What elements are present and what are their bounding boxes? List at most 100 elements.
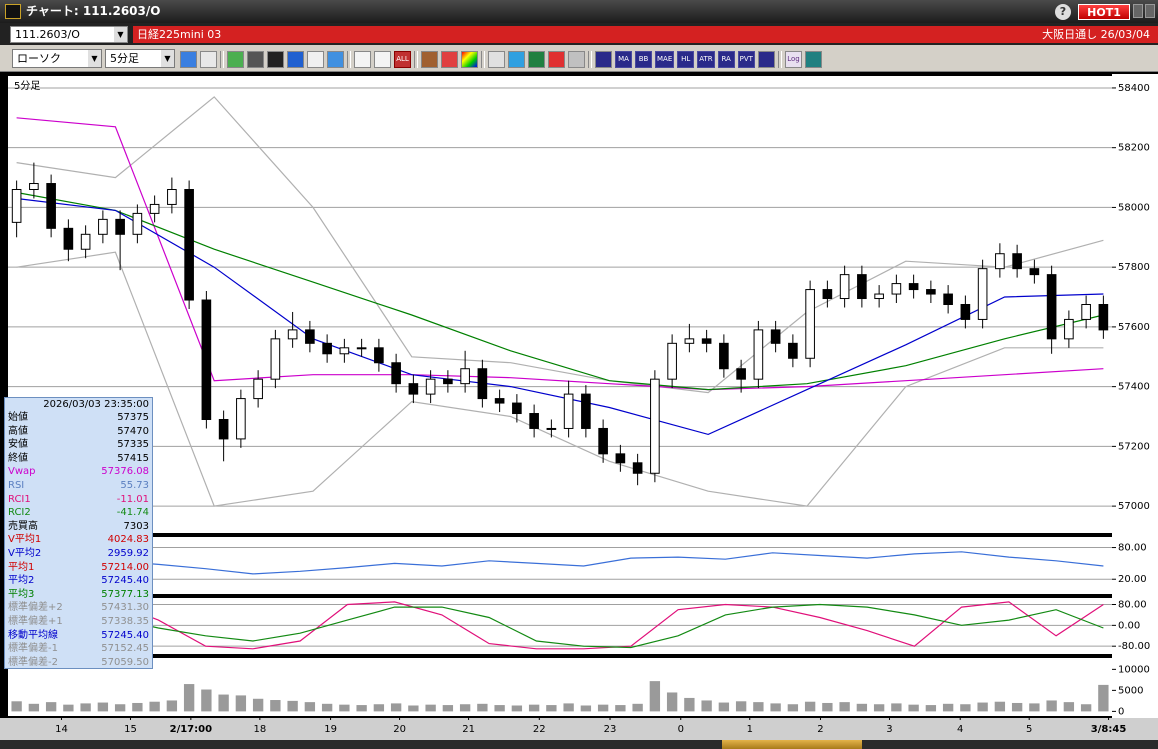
mark-icon[interactable] [548,50,565,68]
interval-select[interactable]: 5分足 [105,49,175,68]
panel-background [8,76,1112,533]
bar-icon[interactable] [354,50,371,68]
trash-icon[interactable] [327,50,344,68]
candle-body [926,289,936,295]
toolbar-button[interactable]: MAE [655,50,675,68]
toolbar-button[interactable]: ATR [697,50,715,68]
close-button[interactable] [1145,4,1155,18]
zoom-icon[interactable] [180,50,197,68]
candle-body [977,268,988,320]
info-row: V平均1 4024.83 [8,533,149,547]
volume-bar [1063,702,1075,712]
toolbar-button[interactable]: Log [784,50,802,68]
x-tick-label: 3 [886,724,892,735]
volume-bar [356,705,367,712]
candle-body [1046,274,1057,340]
scroll-thumb[interactable] [722,740,862,749]
settings-icon[interactable] [421,50,438,68]
color-icon[interactable] [461,50,478,68]
info-row: 移動平均線 57245.40 [8,629,149,643]
toolbar-button[interactable]: PVT [737,50,755,68]
separator [777,50,782,68]
volume-bar [1046,700,1057,712]
window-icon[interactable] [757,50,775,68]
instrument-name: 日経225mini 03 [133,26,1158,43]
y-tick-label: 57400 [1118,382,1150,393]
info-label: 標準偏差+1 [8,615,63,627]
info-label: RSI [8,479,25,491]
line-icon[interactable] [247,50,264,68]
download-icon[interactable] [488,50,505,68]
separator [588,50,592,68]
chart-type-arrow[interactable]: ▼ [88,50,101,67]
table-icon[interactable] [528,50,545,68]
volume-bar [494,705,505,712]
info-label: 平均2 [8,575,35,587]
toolbar-button[interactable]: MA [615,50,632,68]
volume-bar [166,700,178,712]
volume-bar [753,702,764,712]
y-tick-label: 57000 [1118,501,1150,512]
candle-body [857,274,867,300]
volume-bar [459,704,471,712]
minimize-button[interactable] [1133,4,1143,18]
volume-bar [925,705,937,712]
volume-bar [235,695,247,712]
volume-bar [80,703,91,712]
info-row: Vwap 57376.08 [8,465,149,479]
volume-bar [977,702,988,712]
crosshair-icon[interactable] [200,50,217,68]
candle-body [201,299,212,420]
toolbar-button[interactable]: ALL [394,50,411,68]
x-tick-label: 5 [1026,724,1032,735]
candle-body [788,342,798,359]
volume-bar [666,692,678,712]
exit-icon[interactable] [804,50,822,68]
candle-body [581,393,591,429]
cursor-icon[interactable] [267,50,284,68]
candle-body [615,453,626,464]
alert-icon[interactable] [568,50,585,68]
toolbar-button[interactable]: HL [677,50,695,68]
x-axis-band [0,718,1158,740]
candle-body [356,347,367,350]
y-tick-label: 0 [1118,706,1124,717]
y-tick-label: 10000 [1118,664,1150,675]
candle-body [1064,318,1074,340]
candle-body [960,304,971,320]
separator [481,50,485,68]
app-icon [5,4,21,19]
indicator-icon[interactable] [595,50,612,68]
search-icon[interactable] [508,50,525,68]
note-icon[interactable] [307,50,324,68]
indicator-line [16,603,1104,649]
toolbar-button[interactable]: RA [717,50,735,68]
symbol-input[interactable]: 111.2603/O [10,26,128,43]
candle-body [236,398,246,440]
candle-body [339,347,350,355]
bar-icon[interactable] [374,50,391,68]
candle-body [650,378,660,474]
symbol-dropdown[interactable]: ▼ [114,27,127,42]
info-row: 標準偏差-1 57152.45 [8,642,149,656]
hot-button[interactable]: HOT1 [1078,4,1130,20]
indicator-line [16,191,1104,391]
info-label: Vwap [8,466,36,478]
toolbar-button[interactable]: BB [635,50,652,68]
info-value: 57152.45 [101,643,149,655]
volume-bar [735,701,747,712]
info-row: 売買高 7303 [8,520,149,534]
chart-type-select[interactable]: ローソク [12,49,102,68]
info-value: 57377.13 [101,588,149,600]
volume-bar [839,702,850,712]
arrow-icon[interactable] [287,50,304,68]
scrollbar[interactable] [0,740,1158,749]
volume-bar [390,703,402,712]
interval-arrow[interactable]: ▼ [161,50,174,67]
candle-body [943,293,953,305]
draw-icon[interactable] [227,50,244,68]
candle-body [132,212,143,235]
tool-icon[interactable] [441,50,458,68]
help-button[interactable]: ? [1055,4,1071,20]
info-row: RCI1 -11.01 [8,493,149,507]
